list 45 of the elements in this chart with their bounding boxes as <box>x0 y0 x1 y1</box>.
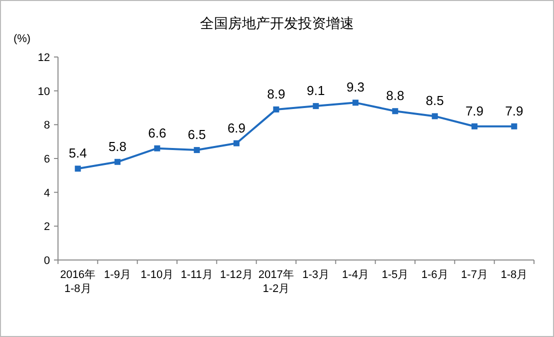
data-label: 7.9 <box>465 103 484 118</box>
x-tick-label: 1-3月 <box>302 269 330 281</box>
x-tick-label: 1-8月 <box>500 269 528 281</box>
x-tick-label: 2016年 1-8月 <box>60 269 96 295</box>
y-tick-label: 12 <box>38 52 50 64</box>
point <box>154 145 160 152</box>
y-tick-label: 4 <box>44 187 50 200</box>
y-tick-label: 0 <box>44 255 50 267</box>
y-tick-label: 8 <box>44 120 50 132</box>
point <box>234 140 240 146</box>
point <box>194 147 200 154</box>
y-tick-label: 10 <box>38 86 50 98</box>
point <box>472 123 478 130</box>
x-tick-label: 1-6月 <box>421 269 448 281</box>
point <box>114 158 120 165</box>
data-label: 7.9 <box>505 103 524 118</box>
y-tick-label: 6 <box>44 154 50 166</box>
x-tick-label: 1-9月 <box>104 269 131 281</box>
x-tick-label: 1-11月 <box>180 269 213 281</box>
point <box>511 123 518 130</box>
x-tick-label: 1-12月 <box>220 269 254 281</box>
point <box>432 113 438 120</box>
x-tick-label: 1-4月 <box>342 269 369 281</box>
x-tick-label: 2017年 1-2月 <box>258 269 294 295</box>
data-label: 6.5 <box>188 127 206 142</box>
point <box>352 100 358 106</box>
data-label: 9.3 <box>346 80 365 95</box>
data-label: 6.6 <box>148 125 166 140</box>
data-label: 8.9 <box>267 86 286 102</box>
data-label: 5.8 <box>108 138 127 154</box>
x-tick-label: 1-7月 <box>461 269 488 281</box>
x-tick-label: 1-5月 <box>382 269 409 281</box>
data-label: 8.5 <box>426 93 444 108</box>
data-label: 8.8 <box>386 88 404 104</box>
data-label: 9.1 <box>306 83 325 98</box>
y-axis-title: (%) <box>13 33 31 45</box>
data-label: 5.4 <box>68 146 87 161</box>
data-label: 6.9 <box>227 120 246 136</box>
point <box>312 103 319 110</box>
point <box>392 108 398 114</box>
point <box>273 106 280 112</box>
y-tick-label: 2 <box>44 221 50 234</box>
point <box>74 166 81 172</box>
chart-title: 全国房地产开发投资增速 <box>200 15 354 31</box>
x-tick-label: 1-10月 <box>140 269 174 281</box>
